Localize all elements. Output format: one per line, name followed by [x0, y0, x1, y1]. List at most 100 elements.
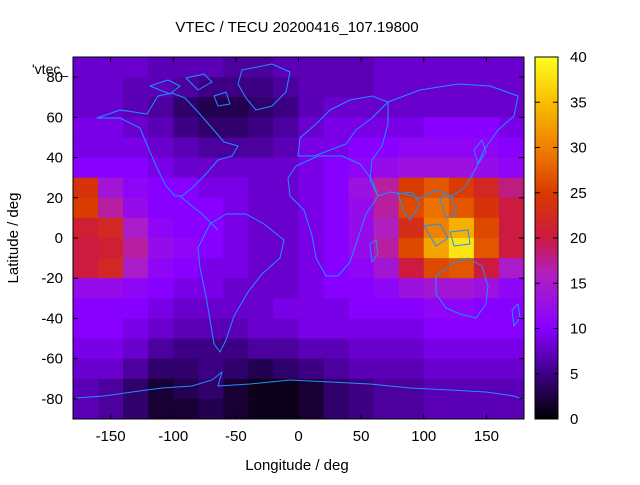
heatmap-cell: [273, 398, 300, 419]
heatmap-cell: [448, 358, 475, 380]
heatmap-cell: [398, 57, 425, 78]
heatmap-cell: [373, 258, 400, 279]
heatmap-cell: [348, 378, 375, 400]
heatmap-cell: [248, 77, 275, 98]
heatmap-cell: [473, 298, 500, 320]
heatmap-cell: [223, 238, 249, 259]
heatmap-cell: [473, 258, 500, 279]
heatmap-cell: [73, 117, 99, 139]
heatmap-cell: [73, 338, 99, 360]
heatmap-cell: [423, 137, 450, 159]
heatmap-cell: [73, 278, 99, 299]
heatmap-cell: [273, 358, 300, 380]
heatmap-cell: [98, 318, 124, 340]
heatmap-cell: [273, 97, 300, 118]
heatmap-cell: [473, 238, 500, 259]
heatmap-cell: [98, 77, 124, 98]
heatmap-cell: [323, 177, 350, 199]
heatmap-cell: [423, 298, 450, 320]
heatmap-cell: [198, 57, 224, 78]
heatmap-cell: [398, 217, 425, 239]
heatmap-cell: [223, 338, 249, 360]
heatmap-cell: [373, 338, 400, 360]
heatmap-cell: [173, 338, 199, 360]
heatmap-cell: [448, 97, 475, 118]
heatmap-cell: [498, 238, 524, 259]
heatmap-cell: [173, 278, 199, 299]
heatmap-cell: [148, 217, 174, 239]
heatmap-cell: [323, 338, 350, 360]
heatmap-cell: [423, 197, 450, 219]
heatmap-cell: [423, 258, 450, 279]
heatmap-cell: [148, 318, 174, 340]
heatmap-cell: [173, 378, 199, 400]
heatmap-cell: [198, 338, 224, 360]
y-tick-label: 40: [46, 150, 63, 167]
heatmap-cell: [448, 318, 475, 340]
heatmap-cell: [323, 258, 350, 279]
heatmap-cell: [223, 137, 249, 159]
heatmap-cell: [148, 117, 174, 139]
heatmap-cell: [398, 177, 425, 199]
heatmap-cell: [498, 258, 524, 279]
heatmap-cell: [173, 157, 199, 179]
coast-india: [397, 191, 421, 221]
heatmap-cell: [273, 177, 300, 199]
heatmap-cell: [73, 238, 99, 259]
heatmap-cell: [373, 197, 400, 219]
heatmap-cell: [273, 258, 300, 279]
heatmap-cell: [448, 217, 475, 239]
heatmap-cell: [198, 97, 224, 118]
heatmap-cell: [98, 398, 124, 419]
heatmap-cell: [423, 278, 450, 299]
heatmap-cell: [173, 77, 199, 98]
heatmap-cell: [473, 137, 500, 159]
heatmap-cell: [248, 57, 275, 78]
chart-title: VTEC / TECU 20200416_107.19800: [175, 19, 418, 36]
heatmap-cell: [273, 117, 300, 139]
heatmap-cell: [98, 177, 124, 199]
heatmap-cell: [123, 197, 149, 219]
heatmap-cell: [223, 298, 249, 320]
heatmap-cell: [248, 298, 275, 320]
heatmap-cell: [123, 137, 149, 159]
heatmap-cell: [98, 217, 124, 239]
heatmap-cell: [348, 318, 375, 340]
heatmap-cell: [123, 358, 149, 380]
heatmap-cell: [248, 278, 275, 299]
colorbar-tick-label: 0: [570, 411, 578, 428]
heatmap-cell: [298, 238, 325, 259]
heatmap-cell: [373, 177, 400, 199]
heatmap-cell: [448, 258, 475, 279]
heatmap-cell: [348, 97, 375, 118]
heatmap-cell: [498, 398, 524, 419]
heatmap-cell: [423, 318, 450, 340]
y-tick-label: -20: [41, 270, 63, 287]
heatmap-cell: [248, 137, 275, 159]
x-tick-label: 100: [411, 428, 436, 445]
heatmap-cell: [73, 358, 99, 380]
heatmap-cell: [223, 57, 249, 78]
heatmap-cell: [198, 298, 224, 320]
heatmap-cell: [273, 137, 300, 159]
coast-japan: [473, 139, 487, 165]
heatmap-cell: [498, 318, 524, 340]
heatmap-cell: [73, 217, 99, 239]
heatmap-cell: [423, 217, 450, 239]
heatmap-cell: [323, 398, 350, 419]
heatmap-cell: [473, 398, 500, 419]
heatmap-cell: [173, 197, 199, 219]
heatmap-cells: [73, 57, 524, 419]
heatmap-cell: [273, 318, 300, 340]
heatmap-cell: [448, 338, 475, 360]
heatmap-cell: [198, 77, 224, 98]
heatmap-cell: [98, 57, 124, 78]
heatmap-cell: [373, 57, 400, 78]
heatmap-cell: [498, 77, 524, 98]
heatmap-cell: [98, 258, 124, 279]
heatmap-cell: [423, 177, 450, 199]
x-tick-label: 0: [294, 428, 302, 445]
heatmap-cell: [173, 217, 199, 239]
heatmap-cell: [223, 177, 249, 199]
